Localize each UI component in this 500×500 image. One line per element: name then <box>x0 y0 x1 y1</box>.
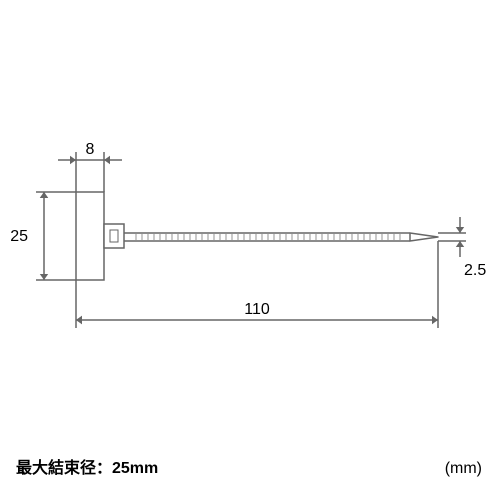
svg-text:25: 25 <box>10 228 28 245</box>
svg-text:8: 8 <box>86 141 95 158</box>
max-diameter-label: 最大結束径：25mm <box>16 454 158 478</box>
svg-text:110: 110 <box>244 301 270 318</box>
svg-text:2.5: 2.5 <box>464 262 486 279</box>
dimension-drawing: 8 25 110 2.5 <box>0 0 500 500</box>
unit-label: (mm) <box>445 460 482 478</box>
